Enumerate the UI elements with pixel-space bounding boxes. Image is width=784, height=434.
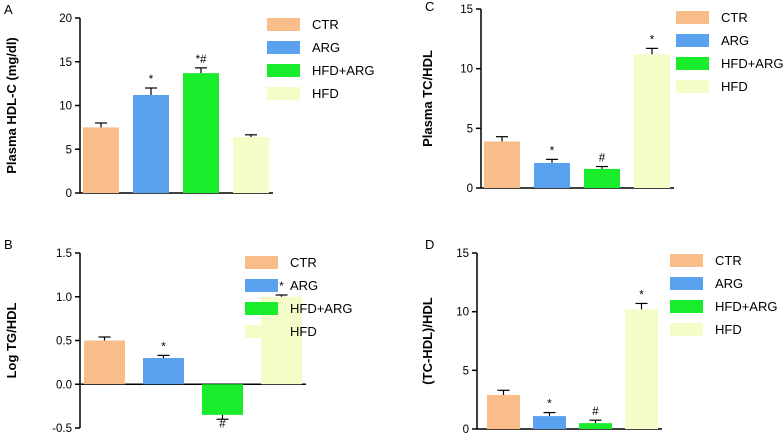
legend-label: CTR xyxy=(721,10,748,25)
legend-swatch xyxy=(267,87,300,100)
y-tick-label: 5 xyxy=(463,365,469,377)
y-axis-label: (TC-HDL)/HDL xyxy=(420,297,435,384)
significance-label: * xyxy=(161,341,166,353)
bar-hfd-arg xyxy=(183,73,219,193)
y-tick-label: -0.5 xyxy=(52,423,72,434)
y-tick-label: 20 xyxy=(59,13,72,25)
y-tick-label: 1.5 xyxy=(56,248,72,260)
legend-label: HFD xyxy=(290,324,317,339)
significance-label: * xyxy=(279,281,284,293)
significance-label: * xyxy=(149,74,154,86)
legend-label: ARG xyxy=(715,276,743,291)
legend-label: HFD+ARG xyxy=(290,301,352,316)
legend-swatch xyxy=(670,254,703,267)
legend-label: ARG xyxy=(721,33,749,48)
bar-arg xyxy=(133,95,169,193)
legend-label: ARG xyxy=(290,278,318,293)
legend-label: HFD+ARG xyxy=(721,56,783,71)
legend-swatch xyxy=(245,279,278,292)
panel-label: D xyxy=(425,237,434,252)
y-tick-label: 5 xyxy=(66,144,72,156)
legend-swatch xyxy=(245,325,278,338)
legend-swatch xyxy=(670,323,703,336)
y-axis-label: Log TG/HDL xyxy=(4,303,19,379)
legend-swatch xyxy=(676,80,709,93)
bar-hfd xyxy=(634,54,670,189)
significance-label: # xyxy=(592,406,599,418)
bar-ctr xyxy=(484,141,520,188)
y-tick-label: 15 xyxy=(456,248,469,260)
legend-swatch xyxy=(267,64,300,77)
bar-hfd-arg xyxy=(579,423,612,429)
legend-label: HFD xyxy=(715,322,742,337)
legend-label: CTR xyxy=(290,255,317,270)
significance-label: * xyxy=(547,399,552,411)
legend-swatch xyxy=(670,300,703,313)
legend-swatch xyxy=(245,302,278,315)
legend-label: CTR xyxy=(312,17,339,32)
panel-label: B xyxy=(4,237,13,252)
y-tick-label: 10 xyxy=(59,101,72,113)
y-tick-label: 0 xyxy=(66,188,72,200)
panel-b: B Log TG/HDL -0.5 0.0 0.5 1.0 1.5 * # * CTR ARG HFD+… xyxy=(4,237,352,434)
panel-label: C xyxy=(425,0,434,14)
y-tick-label: 5 xyxy=(467,123,473,135)
legend-label: ARG xyxy=(312,40,340,55)
bar-arg xyxy=(143,358,184,385)
y-tick-label: 1.0 xyxy=(56,292,72,304)
significance-label: * xyxy=(550,145,555,157)
legend-label: HFD+ARG xyxy=(312,63,374,78)
legend-label: HFD xyxy=(312,86,339,101)
significance-label: # xyxy=(599,153,606,165)
panel-d: D (TC-HDL)/HDL 0 5 10 15 * # * CTR ARG HFD+ARG HFD xyxy=(420,237,777,434)
y-tick-label: 0.5 xyxy=(56,336,72,348)
legend-label: HFD+ARG xyxy=(715,299,777,314)
bar-hfd-arg xyxy=(202,384,243,415)
y-tick-label: 0 xyxy=(463,424,469,434)
y-tick-label: 10 xyxy=(456,307,469,319)
bar-hfd-arg xyxy=(584,168,620,188)
bar-arg xyxy=(533,416,566,429)
bar-arg xyxy=(534,162,570,188)
bar-ctr xyxy=(487,394,520,429)
legend-swatch xyxy=(267,18,300,31)
legend-swatch xyxy=(676,57,709,70)
y-tick-label: 10 xyxy=(460,64,473,76)
significance-label: * xyxy=(639,289,644,301)
bar-hfd xyxy=(233,137,269,193)
y-tick-label: 0 xyxy=(467,183,473,195)
legend-swatch xyxy=(267,41,300,54)
panel-c: C Plasma TC/HDL 0 5 10 15 * # * CTR ARG HFD+ARG HFD xyxy=(420,0,783,195)
y-axis-label: Plasma TC/HDL xyxy=(420,50,435,147)
legend-swatch xyxy=(676,11,709,24)
legend-label: HFD xyxy=(721,79,748,94)
panel-a: A Plasma HDL-C (mg/dl) 0 5 10 15 20 * *# CTR ARG HF… xyxy=(4,2,374,200)
y-tick-label: 15 xyxy=(59,57,72,69)
y-axis-label: Plasma HDL-C (mg/dl) xyxy=(4,37,19,174)
bar-ctr xyxy=(84,340,125,385)
legend-swatch xyxy=(245,256,278,269)
bar-ctr xyxy=(83,127,119,193)
significance-label: * xyxy=(650,34,655,46)
panel-label: A xyxy=(4,2,13,17)
y-tick-label: 15 xyxy=(460,4,473,16)
significance-label: # xyxy=(219,418,226,430)
legend-swatch xyxy=(676,34,709,47)
legend-swatch xyxy=(670,277,703,290)
bar-hfd xyxy=(625,309,658,429)
significance-label: *# xyxy=(196,54,207,66)
y-tick-label: 0.0 xyxy=(56,379,72,391)
legend-label: CTR xyxy=(715,253,742,268)
